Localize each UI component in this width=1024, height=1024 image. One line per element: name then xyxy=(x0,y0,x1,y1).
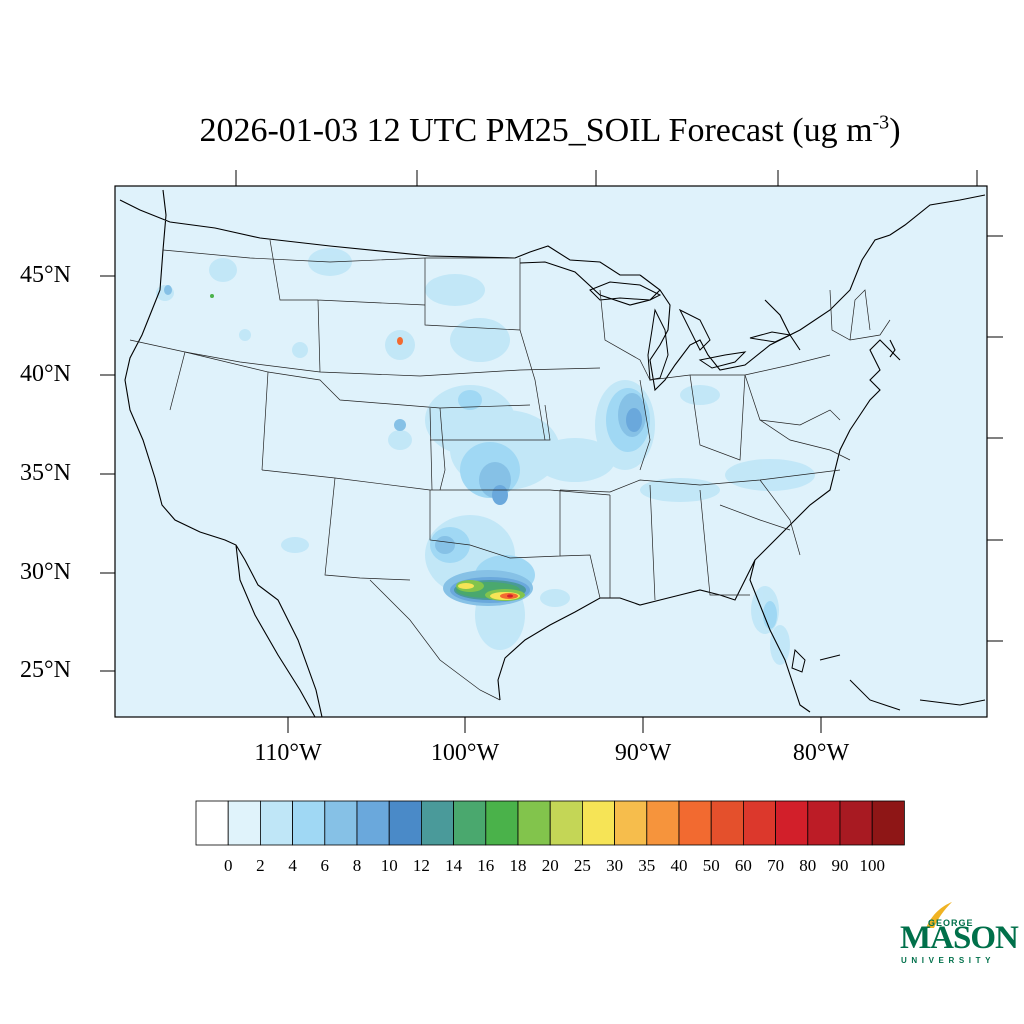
colorbar-tick-label: 80 xyxy=(799,856,817,875)
colorbar-swatch xyxy=(420,800,454,846)
lon-label-100w: 100°W xyxy=(430,740,500,766)
map-frame xyxy=(114,185,988,718)
colorbar-swatch xyxy=(646,800,680,846)
colorbar-tick-label: 60 xyxy=(734,856,752,875)
colorbar-tick-label: 0 xyxy=(223,856,233,875)
lon-label-80w: 80°W xyxy=(792,740,850,766)
lat-label-25: 25°N xyxy=(20,657,71,683)
logo-flame-icon xyxy=(926,902,952,928)
right-ticks xyxy=(987,235,1003,642)
colorbar-swatch xyxy=(227,800,261,846)
colorbar-tick-label: 18 xyxy=(509,856,527,875)
coastline xyxy=(119,189,986,717)
colorbar xyxy=(195,800,905,846)
colorbar-swatch xyxy=(678,800,712,846)
colorbar-swatch xyxy=(549,800,583,846)
colorbar-swatch xyxy=(839,800,873,846)
colorbar-tick-label: 6 xyxy=(320,856,330,875)
colorbar-tick-label: 12 xyxy=(412,856,430,875)
colorbar-tick-label: 14 xyxy=(445,856,463,875)
colorbar-tick-label: 90 xyxy=(831,856,849,875)
colorbar-tick-label: 2 xyxy=(256,856,265,875)
lon-label-110w: 110°W xyxy=(254,740,322,766)
colorbar-swatch xyxy=(453,800,487,846)
colorbar-swatch xyxy=(775,800,809,846)
map-title: 2026-01-03 12 UTC PM25_SOIL Forecast (ug… xyxy=(199,111,901,149)
colorbar-tick-label: 100 xyxy=(859,856,885,875)
colorbar-tick-label: 8 xyxy=(352,856,362,875)
top-ticks xyxy=(235,170,978,186)
lat-label-35: 35°N xyxy=(20,460,71,486)
colorbar-swatch xyxy=(807,800,841,846)
lat-label-30: 30°N xyxy=(20,559,71,585)
logo-line-mason: MASON xyxy=(900,920,1019,956)
colorbar-tick-label: 30 xyxy=(606,856,624,875)
lat-label-45: 45°N xyxy=(20,262,71,288)
colorbar-tick-label: 25 xyxy=(573,856,591,875)
colorbar-tick-label: 70 xyxy=(767,856,785,875)
colorbar-swatch xyxy=(292,800,326,846)
colorbar-tick-label: 20 xyxy=(541,856,559,875)
colorbar-swatch xyxy=(356,800,390,846)
colorbar-swatch xyxy=(582,800,616,846)
colorbar-swatch xyxy=(517,800,551,846)
colorbar-tick-label: 10 xyxy=(380,856,398,875)
colorbar-tick-label: 16 xyxy=(477,856,495,875)
colorbar-swatch xyxy=(195,800,229,846)
colorbar-tick-label: 35 xyxy=(638,856,656,875)
colorbar-swatch xyxy=(259,800,293,846)
great-lakes xyxy=(589,281,792,381)
logo-line-university: UNIVERSITY xyxy=(901,956,996,965)
logo-line-george: GEORGE xyxy=(928,918,974,928)
lat-label-40: 40°N xyxy=(20,361,71,387)
colorbar-tick-label: 4 xyxy=(288,856,297,875)
colorbar-swatch xyxy=(871,800,905,846)
colorbar-swatch xyxy=(710,800,744,846)
lon-label-90w: 90°W xyxy=(614,740,672,766)
colorbar-swatch xyxy=(614,800,648,846)
colorbar-tick-label: 50 xyxy=(702,856,720,875)
left-ticks xyxy=(100,275,115,672)
colorbar-swatch xyxy=(388,800,422,846)
colorbar-swatch xyxy=(743,800,777,846)
colorbar-tick-label: 40 xyxy=(670,856,688,875)
pm25-concentration-field xyxy=(119,189,986,717)
bottom-ticks xyxy=(287,717,822,733)
george-mason-logo: GEORGE MASON UNIVERSITY xyxy=(898,900,1019,970)
colorbar-swatch xyxy=(485,800,519,846)
colorbar-swatch xyxy=(324,800,358,846)
